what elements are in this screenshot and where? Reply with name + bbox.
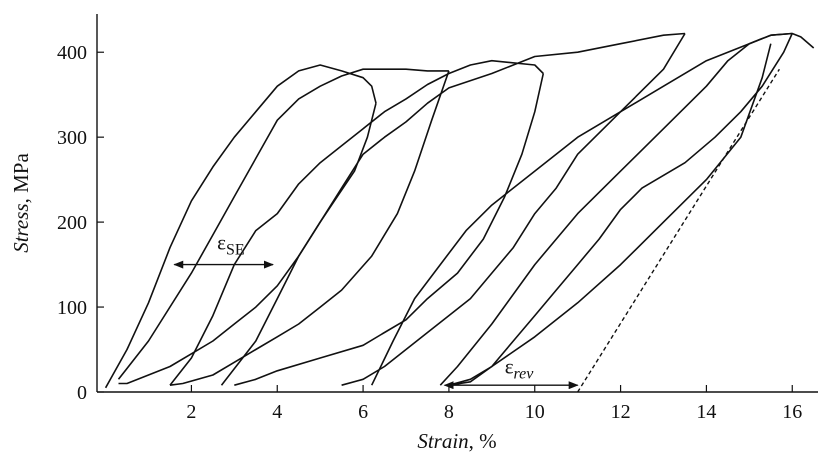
unloading-curve-2 <box>169 70 450 386</box>
loading-curve-5 <box>370 32 793 386</box>
unloading-curve-3 <box>234 73 545 386</box>
y-axis-title: Stress, MPa <box>9 153 33 253</box>
y-tick-label: 200 <box>57 212 87 234</box>
unloading-curve-4 <box>341 33 686 386</box>
plot-frame <box>96 14 818 393</box>
x-tick-label: 8 <box>444 401 454 423</box>
unloading-curve-5 <box>448 33 793 386</box>
y-tick-label: 300 <box>57 127 87 149</box>
x-tick-label: 12 <box>611 401 631 423</box>
x-tick-label: 4 <box>272 401 282 423</box>
unload-guide-line <box>577 68 780 393</box>
x-axis-title: Strain, % <box>417 429 496 453</box>
y-tick-label: 400 <box>57 42 87 64</box>
unloading-curve-1 <box>118 103 377 385</box>
x-tick-label: 14 <box>696 401 716 423</box>
x-tick-label: 6 <box>358 401 368 423</box>
x-tick-label: 2 <box>186 401 196 423</box>
x-tick-group: 2 4 6 8 10 12 14 16 <box>186 385 802 423</box>
unloading-curve-6 <box>448 43 772 386</box>
loading-curve-1 <box>104 64 377 389</box>
eps_rev-label: εrev <box>505 354 535 382</box>
y-tick-label: 0 <box>77 382 87 404</box>
annotation-group: εSE εrev <box>173 230 579 390</box>
eps_se-label: εSE <box>217 230 245 258</box>
loading-curve-3 <box>169 59 544 386</box>
loading-curve-6 <box>439 32 815 386</box>
curve-group <box>104 32 815 393</box>
loading-curve-4 <box>220 32 686 386</box>
x-tick-label: 10 <box>525 401 545 423</box>
x-tick-label: 16 <box>782 401 802 423</box>
y-tick-group: 0 100 200 300 400 <box>57 42 104 404</box>
y-tick-label: 100 <box>57 297 87 319</box>
